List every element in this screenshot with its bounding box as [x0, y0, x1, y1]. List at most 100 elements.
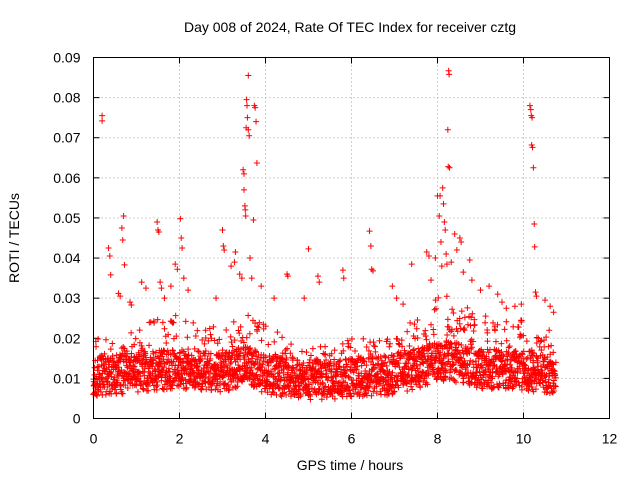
data-point-dense: [240, 352, 247, 359]
data-point-dense: [297, 391, 304, 398]
data-point-dense: [515, 324, 522, 331]
data-point-dense: [255, 324, 262, 331]
data-point-dense: [169, 347, 176, 354]
data-point-dense: [449, 306, 456, 313]
data-point-dense: [456, 320, 463, 327]
data-point-dense: [139, 345, 146, 352]
data-point-dense: [336, 363, 343, 370]
data-point-dense: [182, 318, 189, 325]
data-point-dense: [217, 388, 224, 395]
data-point-dense: [288, 374, 295, 381]
data-point: [157, 279, 164, 286]
data-point-dense: [252, 320, 259, 327]
data-point-dense: [476, 368, 483, 375]
data-point-dense: [467, 357, 474, 364]
x-tick-label: 8: [434, 431, 442, 447]
data-point-dense: [194, 363, 201, 370]
data-point-dense: [328, 368, 335, 375]
data-point-dense: [394, 336, 401, 343]
data-point-dense: [161, 325, 168, 332]
data-point-dense: [237, 366, 244, 373]
data-point: [441, 218, 448, 225]
data-point-dense: [528, 352, 535, 359]
data-point-dense: [511, 354, 518, 361]
data-point: [248, 275, 255, 282]
data-point-dense: [342, 372, 349, 379]
x-tick-label: 10: [516, 431, 532, 447]
data-point-dense: [154, 316, 161, 323]
data-point-dense: [363, 392, 370, 399]
data-point-dense: [284, 345, 291, 352]
data-point-dense: [94, 392, 101, 399]
data-point-dense: [471, 321, 478, 328]
data-point-dense: [371, 343, 378, 350]
data-point: [503, 305, 510, 312]
data-point: [174, 266, 181, 273]
data-point-dense: [443, 367, 450, 374]
data-point-dense: [194, 327, 201, 334]
data-point-dense: [271, 338, 278, 345]
data-point-dense: [506, 343, 513, 350]
data-point-dense: [453, 367, 460, 374]
data-point-dense: [165, 331, 172, 338]
data-point-dense: [313, 373, 320, 380]
data-point-dense: [535, 335, 542, 342]
data-point-dense: [225, 387, 232, 394]
data-point-dense: [484, 338, 491, 345]
y-axis-label: ROTI / TECUs: [6, 193, 22, 283]
data-point-dense: [190, 319, 197, 326]
data-point-dense: [457, 354, 464, 361]
data-point: [178, 235, 185, 241]
data-point-dense: [395, 340, 402, 347]
data-point-dense: [246, 330, 253, 337]
data-point-dense: [195, 348, 202, 355]
data-point-dense: [552, 374, 559, 381]
data-point-dense: [231, 337, 238, 344]
data-point: [443, 261, 450, 268]
data-point-dense: [195, 348, 202, 355]
data-point-dense: [269, 388, 276, 395]
data-point-dense: [496, 365, 503, 372]
data-point-dense: [243, 334, 250, 341]
y-tick-label: 0.06: [53, 170, 80, 186]
data-point-dense: [539, 369, 546, 376]
data-point: [105, 245, 112, 252]
data-point: [400, 301, 407, 308]
data-point-dense: [480, 372, 487, 379]
data-point-dense: [182, 386, 189, 393]
data-point-dense: [519, 351, 526, 358]
data-point: [243, 96, 250, 103]
data-point-dense: [305, 375, 312, 382]
data-point-dense: [468, 314, 475, 321]
data-point-dense: [95, 363, 102, 370]
data-point-dense: [498, 349, 505, 356]
data-point-dense: [454, 328, 461, 335]
data-point-dense: [448, 341, 455, 348]
data-point-dense: [342, 367, 349, 374]
plot-frame: [93, 57, 610, 419]
data-point-dense: [172, 312, 179, 319]
data-point-dense: [370, 388, 377, 395]
data-point-dense: [205, 337, 212, 344]
data-point-dense: [128, 329, 135, 336]
data-point-dense: [256, 319, 263, 326]
data-point-dense: [469, 359, 476, 366]
data-point-dense: [550, 349, 557, 356]
data-point-dense: [274, 381, 281, 388]
data-point-dense: [517, 331, 524, 338]
data-point-dense: [544, 354, 551, 361]
data-point-dense: [412, 355, 419, 362]
data-point-dense: [306, 356, 313, 363]
data-point-dense: [223, 326, 230, 333]
x-tick-label: 6: [348, 431, 356, 447]
data-point-dense: [308, 371, 315, 378]
data-point: [547, 303, 554, 310]
data-point-dense: [521, 361, 528, 368]
data-point: [367, 243, 374, 250]
data-point-dense: [202, 327, 209, 334]
data-point-dense: [323, 394, 330, 401]
data-point: [250, 216, 257, 223]
data-point-dense: [423, 336, 430, 343]
data-point-dense: [265, 362, 272, 369]
